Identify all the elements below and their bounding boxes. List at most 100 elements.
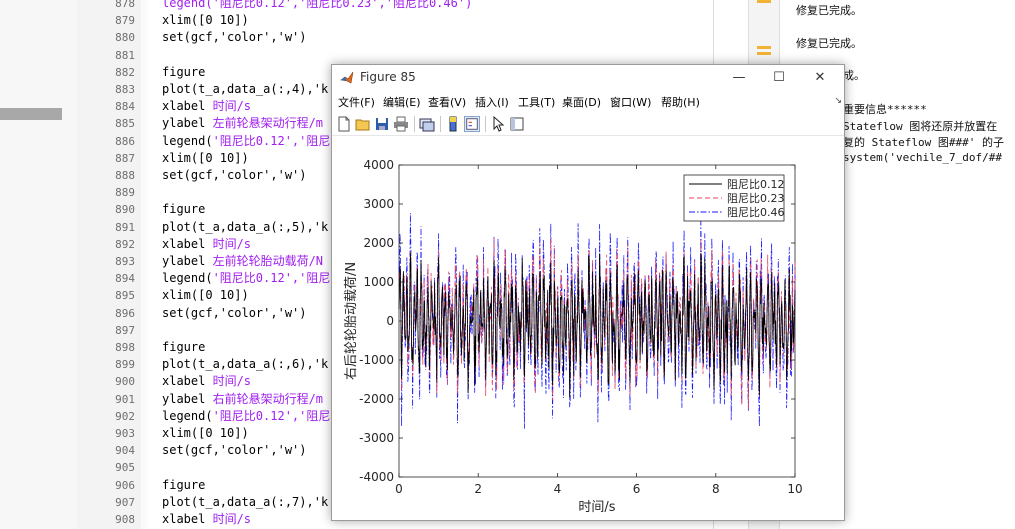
code-line[interactable]: legend('阻尼比0.12','阻尼比0.23','阻尼比0.46') xyxy=(162,0,472,12)
code-token: figure xyxy=(162,64,206,79)
new-figure-icon[interactable] xyxy=(336,116,352,132)
command-output-line: 修复已完成。 xyxy=(796,37,862,50)
close-button[interactable]: ✕ xyxy=(814,70,826,85)
link-plot-icon[interactable] xyxy=(419,116,435,132)
code-line[interactable]: plot(t_a,data_a(:,6),'k xyxy=(162,356,328,373)
code-line[interactable]: plot(t_a,data_a(:,4),'k xyxy=(162,81,328,98)
code-line[interactable]: legend('阻尼比0.12','阻尼 xyxy=(162,408,330,425)
code-token: legend( xyxy=(162,271,213,286)
menu-dock-arrow-icon[interactable]: ↘ xyxy=(834,96,842,106)
property-editor-icon[interactable] xyxy=(509,116,525,132)
code-token: legend('阻尼比0.12','阻尼比0.23','阻尼比0.46') xyxy=(162,0,473,10)
code-token: set(gcf,'color','w') xyxy=(162,305,307,320)
line-chart[interactable]: 0 2 4 6 8 10 -4000 -3000 -2000 -1000 0 1000 2000 3000… xyxy=(332,137,844,517)
code-line[interactable]: figure xyxy=(162,201,205,218)
warning-marker[interactable] xyxy=(757,0,771,3)
line-number: 893 xyxy=(115,255,135,268)
legend-icon[interactable] xyxy=(464,116,480,132)
x-tick-label: 6 xyxy=(633,482,641,496)
maximize-button[interactable]: ☐ xyxy=(773,70,785,85)
open-file-icon[interactable] xyxy=(355,116,371,132)
menu-view[interactable]: 查看(V) xyxy=(428,96,467,109)
warning-marker[interactable] xyxy=(757,52,771,55)
menu-tools[interactable]: 工具(T) xyxy=(518,96,556,109)
warning-marker[interactable] xyxy=(757,46,771,49)
figure-window[interactable]: Figure 85 — ☐ ✕ 文件(F) 编辑(E) 查看(V) 插入(I) … xyxy=(331,64,845,521)
menu-edit[interactable]: 编辑(E) xyxy=(383,96,421,109)
menu-insert[interactable]: 插入(I) xyxy=(475,96,509,109)
code-token: set(gcf,'color','w') xyxy=(162,168,307,182)
code-line[interactable]: xlim([0 10]) xyxy=(162,150,249,167)
code-token: figure xyxy=(162,477,206,492)
line-number-gutter: 878 879 880 881 882 883 884 885 886 887 888 889 890 8… xyxy=(77,0,142,529)
code-line[interactable]: xlabel 时间/s xyxy=(162,511,251,528)
code-line[interactable]: ylabel 右前轮悬架动行程/m xyxy=(162,391,323,408)
code-line[interactable]: xlabel 时间/s xyxy=(162,236,251,253)
code-line[interactable]: set(gcf,'color','w') xyxy=(162,167,307,184)
print-icon[interactable] xyxy=(393,116,409,132)
command-output-line[interactable]: system('vechile_7_dof/## xyxy=(843,151,1002,164)
y-tick-label: 4000 xyxy=(363,158,394,172)
menu-help[interactable]: 帮助(H) xyxy=(661,96,700,109)
selected-variable-highlight[interactable] xyxy=(0,108,62,120)
code-token: ylabel xyxy=(162,391,213,406)
pointer-icon[interactable] xyxy=(490,116,506,132)
code-line[interactable]: xlim([0 10]) xyxy=(162,425,249,442)
line-number: 880 xyxy=(115,31,135,45)
series-line-0 xyxy=(398,253,796,398)
code-token: 左前轮悬架动行程/m xyxy=(212,116,324,131)
code-line[interactable]: set(gcf,'color','w') xyxy=(162,442,307,459)
code-token: 左前轮轮胎动载荷/N xyxy=(212,254,324,268)
menu-desktop[interactable]: 桌面(D) xyxy=(562,96,602,109)
line-number: 881 xyxy=(115,48,135,62)
workspace-panel xyxy=(0,0,77,529)
figure-title: Figure 85 xyxy=(360,70,416,84)
x-tick-label: 0 xyxy=(395,482,403,496)
y-tick-label: -3000 xyxy=(359,431,394,445)
colorbar-icon[interactable] xyxy=(445,116,461,132)
toolbar-separator xyxy=(414,116,415,132)
figure-titlebar[interactable]: Figure 85 — ☐ ✕ xyxy=(332,65,844,90)
code-token: xlabel xyxy=(162,512,213,526)
code-token: legend( xyxy=(162,133,213,148)
line-number: 891 xyxy=(115,220,135,234)
code-line[interactable]: legend('阻尼比0.12','阻尼 xyxy=(162,133,330,150)
code-token: xlabel xyxy=(162,236,213,251)
minimize-button[interactable]: — xyxy=(732,70,746,85)
code-token: '阻尼比0.12','阻尼 xyxy=(212,408,331,423)
y-tick-label: 3000 xyxy=(363,197,394,211)
code-line[interactable]: xlim([0 10]) xyxy=(162,12,249,29)
matlab-logo-icon xyxy=(340,71,354,84)
x-tick-label: 8 xyxy=(712,482,720,496)
code-line[interactable]: xlim([0 10]) xyxy=(162,287,249,304)
code-line[interactable]: plot(t_a,data_a(:,7),'k xyxy=(162,494,328,511)
toolbar-separator xyxy=(440,116,441,132)
code-line[interactable]: ylabel 左前轮悬架动行程/m xyxy=(162,115,323,132)
command-output-line: 成。 xyxy=(843,69,865,82)
line-number: 887 xyxy=(115,151,135,165)
menu-file[interactable]: 文件(F) xyxy=(338,96,375,109)
line-number: 904 xyxy=(115,444,135,458)
code-token: 时间/s xyxy=(212,236,252,251)
code-token: set(gcf,'color','w') xyxy=(162,443,307,458)
save-icon[interactable] xyxy=(374,116,390,132)
y-axis-label: 右后轮轮胎动载荷/N xyxy=(344,262,359,380)
code-line[interactable]: set(gcf,'color','w') xyxy=(162,29,307,46)
code-line[interactable]: ylabel 左前轮轮胎动载荷/N xyxy=(162,253,323,270)
code-line[interactable]: figure xyxy=(162,477,205,494)
code-token: 时间/s xyxy=(212,374,252,389)
code-line[interactable]: xlabel 时间/s xyxy=(162,373,251,390)
code-line[interactable]: figure xyxy=(162,64,205,81)
code-line[interactable]: figure xyxy=(162,339,205,356)
menu-window[interactable]: 窗口(W) xyxy=(610,96,652,109)
code-token: plot(t_a,data_a(:,4),'k xyxy=(162,82,329,96)
code-line[interactable]: legend('阻尼比0.12','阻尼 xyxy=(162,270,330,287)
line-number: 905 xyxy=(115,461,135,475)
command-output-line: 修复已完成。 xyxy=(796,4,862,17)
line-number: 886 xyxy=(115,134,135,148)
figure-menubar: 文件(F) 编辑(E) 查看(V) 插入(I) 工具(T) 桌面(D) 窗口(W… xyxy=(332,92,844,112)
code-line[interactable]: xlabel 时间/s xyxy=(162,98,251,115)
code-line[interactable]: set(gcf,'color','w') xyxy=(162,305,307,322)
code-line[interactable]: plot(t_a,data_a(:,5),'k xyxy=(162,219,328,236)
code-token: plot(t_a,data_a(:,7),'k xyxy=(162,494,329,509)
